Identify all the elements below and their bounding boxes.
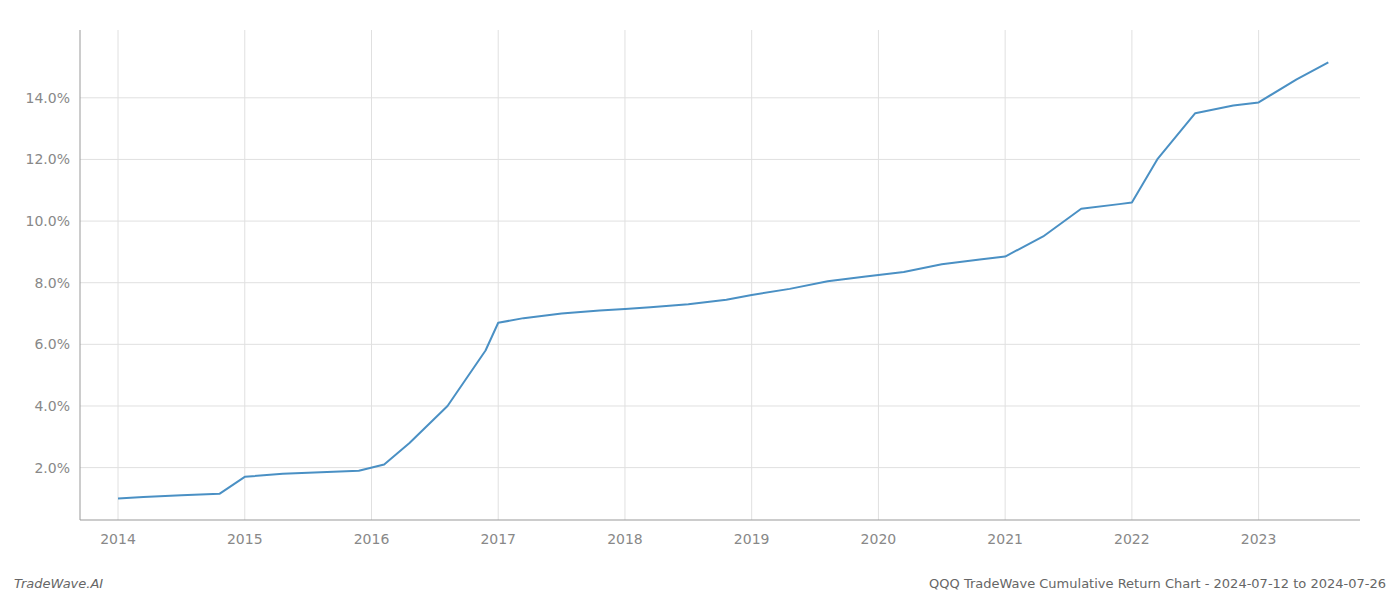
- grid: [80, 30, 1360, 520]
- y-grid-line: [80, 344, 1360, 345]
- x-tick-label: 2019: [734, 531, 770, 547]
- y-grid-line: [80, 405, 1360, 406]
- x-tick-label: 2014: [100, 531, 136, 547]
- y-tick-label: 8.0%: [34, 275, 70, 291]
- x-axis-line: [80, 520, 1360, 521]
- x-tick-label: 2022: [1114, 531, 1150, 547]
- y-grid-line: [80, 467, 1360, 468]
- x-grid-line: [244, 30, 245, 520]
- x-tick-label: 2020: [861, 531, 897, 547]
- x-tick-label: 2015: [227, 531, 263, 547]
- x-grid-line: [751, 30, 752, 520]
- x-grid-line: [624, 30, 625, 520]
- y-tick-label: 2.0%: [34, 460, 70, 476]
- annotation: TradeWave.AI: [14, 576, 103, 591]
- chart-svg: 2014 2015 2016 2017 2018 2019 2020 2021 2022 2023…: [0, 0, 1400, 600]
- x-tick-label: 2016: [354, 531, 390, 547]
- chart-container: 2014 2015 2016 2017 2018 2019 2020 2021 2022 2023…: [0, 0, 1400, 600]
- y-tick-label: 14.0%: [26, 90, 70, 106]
- x-grid-line: [118, 30, 119, 520]
- annotation: QQQ TradeWave Cumulative Return Chart - …: [929, 576, 1386, 591]
- x-tick-label: 2017: [480, 531, 516, 547]
- y-tick-label: 12.0%: [26, 151, 70, 167]
- y-grid-line: [80, 159, 1360, 160]
- y-tick-label: 10.0%: [26, 213, 70, 229]
- x-grid-line: [1131, 30, 1132, 520]
- x-tick-label: 2021: [987, 531, 1023, 547]
- x-grid-line: [371, 30, 372, 520]
- y-tick-label: 4.0%: [34, 398, 70, 414]
- y-grid-line: [80, 221, 1360, 222]
- plot-area: [118, 62, 1328, 498]
- x-tick-label: 2023: [1241, 531, 1277, 547]
- x-grid-line: [498, 30, 499, 520]
- x-grid-line: [1258, 30, 1259, 520]
- data-line: [118, 62, 1328, 498]
- x-grid-line: [1005, 30, 1006, 520]
- y-grid-line: [80, 97, 1360, 98]
- y-axis-line: [80, 30, 81, 520]
- y-grid-line: [80, 282, 1360, 283]
- tick-labels: 2014 2015 2016 2017 2018 2019 2020 2021 2022 2023…: [26, 90, 1277, 547]
- x-tick-label: 2018: [607, 531, 643, 547]
- y-tick-label: 6.0%: [34, 336, 70, 352]
